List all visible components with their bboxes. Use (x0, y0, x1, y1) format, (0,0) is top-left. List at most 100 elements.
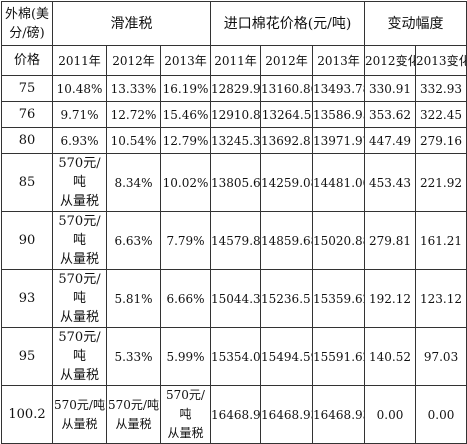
first-col-header-line2: 分/磅) (9, 25, 45, 41)
tax-2012-cell: 5.33% (106, 327, 161, 386)
import-price-2012-cell: 14859.68 (260, 211, 314, 270)
specific-duty-line1: 570元/吨 (58, 330, 101, 364)
tax-2012-cell: 8.34% (106, 153, 161, 212)
change-2013-cell: 332.93 (415, 75, 467, 102)
import-price-2012-cell: 13160.86 (260, 75, 314, 102)
sub-header-change-2013: 2013变化 (415, 45, 467, 76)
import-price-2011-cell: 12829.95 (210, 75, 262, 102)
import-price-2013-cell: 13971.97 (312, 127, 366, 154)
header-row-groups: 外棉(美 分/磅) 滑准税 进口棉花价格(元/吨) 变动幅度 (1, 1, 467, 46)
sub-header-change-2012: 2012变化 (364, 45, 417, 76)
import-price-2011-cell: 12910.88 (210, 101, 262, 128)
change-2013-cell: 0.00 (415, 385, 467, 444)
specific-duty-line2: 从量税 (59, 368, 99, 383)
tax-2012-cell: 13.33% (106, 75, 161, 102)
change-2012-cell: 353.62 (364, 101, 417, 128)
import-price-2013-cell: 13586.95 (312, 101, 366, 128)
price-cell: 80 (1, 127, 53, 154)
table-row: 85 570元/吨 从量税 8.34% 10.02% 13805.65 1425… (1, 153, 467, 212)
sub-header-price-2011: 2011年 (210, 45, 262, 76)
tax-2013-cell: 570元/吨 从量税 (159, 385, 212, 444)
tax-2013-cell: 10.02% (159, 153, 212, 212)
tax-2013-cell: 6.66% (159, 269, 212, 328)
specific-duty-line2: 从量税 (59, 194, 99, 209)
change-2013-cell: 161.21 (415, 211, 467, 270)
change-2013-cell: 279.16 (415, 127, 467, 154)
import-price-2012-cell: 14259.08 (260, 153, 314, 212)
tax-2011-cell: 9.71% (52, 101, 107, 128)
change-2012-cell: 0.00 (364, 385, 417, 444)
import-price-2013-cell: 14481.00 (312, 153, 366, 212)
sub-header-tax-2011: 2011年 (52, 45, 107, 76)
sub-header-tax-2013: 2013年 (159, 45, 212, 76)
import-price-2011-cell: 16468.93 (210, 385, 262, 444)
specific-duty-line1: 570元/吨 (58, 272, 101, 306)
import-price-2011-cell: 14579.86 (210, 211, 262, 270)
change-2013-cell: 123.12 (415, 269, 467, 328)
price-label-header: 价格 (1, 45, 53, 76)
import-price-2012-cell: 15494.59 (260, 327, 314, 386)
import-price-2013-cell: 15020.88 (312, 211, 366, 270)
change-2012-cell: 330.91 (364, 75, 417, 102)
tax-2011-cell: 570元/吨 从量税 (52, 327, 107, 386)
first-col-header-line1: 外棉(美 (4, 6, 50, 22)
table-row: 100.2 570元/吨 从量税 570元/吨 从量税 570元/吨 从量税 1… (1, 385, 467, 444)
specific-duty-line2: 从量税 (167, 426, 204, 440)
tax-2012-cell: 6.63% (106, 211, 161, 270)
sub-header-price-2013: 2013年 (312, 45, 366, 76)
import-price-2012-cell: 13264.5 (260, 101, 314, 128)
change-2013-cell: 322.45 (415, 101, 467, 128)
import-price-2013-cell: 15591.62 (312, 327, 366, 386)
price-cell: 100.2 (1, 385, 53, 444)
change-2013-cell: 221.92 (415, 153, 467, 212)
tax-2011-cell: 570元/吨 从量税 (52, 153, 107, 212)
specific-duty-line2: 从量税 (59, 310, 99, 325)
table-row: 93 570元/吨 从量税 5.81% 6.66% 15044.39 15236… (1, 269, 467, 328)
table-row: 95 570元/吨 从量税 5.33% 5.99% 15354.07 15494… (1, 327, 467, 386)
tax-2012-cell: 10.54% (106, 127, 161, 154)
specific-duty-line1: 570元/吨 (58, 214, 101, 248)
import-price-2013-cell: 16468.93 (312, 385, 366, 444)
group-header-import-price: 进口棉花价格(元/吨) (210, 1, 366, 46)
tax-2013-cell: 7.79% (159, 211, 212, 270)
change-2012-cell: 453.43 (364, 153, 417, 212)
table-row: 76 9.71% 12.72% 15.46% 12910.88 13264.5 … (1, 101, 467, 128)
tax-2011-cell: 10.48% (52, 75, 107, 102)
price-cell: 90 (1, 211, 53, 270)
price-cell: 75 (1, 75, 53, 102)
price-cell: 95 (1, 327, 53, 386)
import-price-2012-cell: 16468.93 (260, 385, 314, 444)
group-header-change: 变动幅度 (364, 1, 467, 46)
tax-2012-cell: 5.81% (106, 269, 161, 328)
specific-duty-line2: 从量税 (61, 416, 98, 431)
tax-2013-cell: 15.46% (159, 101, 212, 128)
price-cell: 76 (1, 101, 53, 128)
tax-2011-cell: 570元/吨 从量税 (52, 211, 107, 270)
change-2012-cell: 279.81 (364, 211, 417, 270)
tax-2012-cell: 12.72% (106, 101, 161, 128)
import-price-2012-cell: 13692.81 (260, 127, 314, 154)
group-header-sliding-tax: 滑准税 (51, 1, 212, 46)
import-price-2011-cell: 13245.32 (210, 127, 262, 154)
specific-duty-line1: 570元/吨 (166, 388, 205, 421)
import-price-2013-cell: 15359.62 (312, 269, 366, 328)
change-2012-cell: 447.49 (364, 127, 417, 154)
change-2012-cell: 140.52 (364, 327, 417, 386)
sub-header-tax-2012: 2012年 (106, 45, 161, 76)
specific-duty-line2: 从量税 (59, 252, 99, 267)
specific-duty-line1: 570元/吨 (54, 397, 105, 412)
import-price-2013-cell: 13493.78 (312, 75, 366, 102)
table-row: 75 10.48% 13.33% 16.19% 12829.95 13160.8… (1, 75, 467, 102)
specific-duty-line1: 570元/吨 (58, 156, 101, 190)
table-row: 80 6.93% 10.54% 12.79% 13245.32 13692.81… (1, 127, 467, 154)
price-cell: 85 (1, 153, 53, 212)
price-cell: 93 (1, 269, 53, 328)
change-2013-cell: 97.03 (415, 327, 467, 386)
table-row: 90 570元/吨 从量税 6.63% 7.79% 14579.86 14859… (1, 211, 467, 270)
tax-2012-cell: 570元/吨 从量税 (106, 385, 161, 444)
change-2012-cell: 192.12 (364, 269, 417, 328)
tax-2013-cell: 5.99% (159, 327, 212, 386)
tax-2013-cell: 16.19% (159, 75, 212, 102)
import-price-2012-cell: 15236.51 (260, 269, 314, 328)
